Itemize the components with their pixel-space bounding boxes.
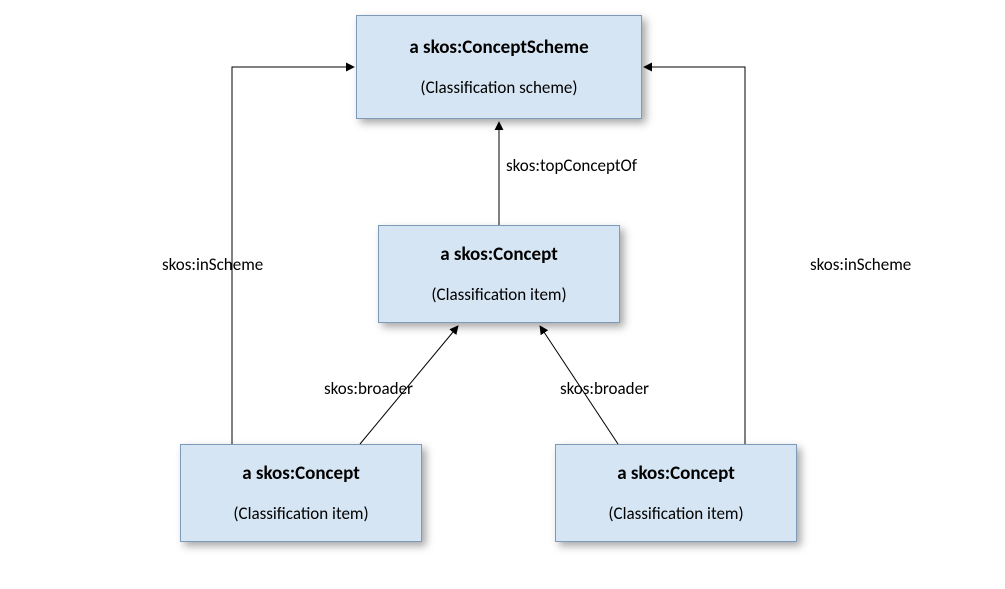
edge-label-topconceptof: skos:topConceptOf bbox=[506, 155, 637, 176]
node-title: a skos:ConceptScheme bbox=[409, 36, 588, 59]
edge-label-broader-left: skos:broader bbox=[324, 378, 413, 399]
node-concept-scheme: a skos:ConceptScheme (Classification sch… bbox=[356, 15, 642, 119]
edge-label-inscheme-right: skos:inScheme bbox=[810, 254, 911, 275]
node-concept-left: a skos:Concept (Classification item) bbox=[180, 444, 422, 542]
edge-inscheme-right bbox=[644, 67, 745, 444]
node-concept-right: a skos:Concept (Classification item) bbox=[555, 444, 797, 542]
node-subtitle: (Classification scheme) bbox=[420, 77, 577, 98]
edge-label-broader-right: skos:broader bbox=[560, 378, 649, 399]
node-subtitle: (Classification item) bbox=[233, 503, 368, 524]
node-subtitle: (Classification item) bbox=[431, 284, 566, 305]
node-title: a skos:Concept bbox=[440, 243, 558, 266]
edge-label-inscheme-left: skos:inScheme bbox=[162, 254, 263, 275]
node-subtitle: (Classification item) bbox=[608, 503, 743, 524]
node-concept-top: a skos:Concept (Classification item) bbox=[378, 225, 620, 323]
node-title: a skos:Concept bbox=[242, 462, 360, 485]
node-title: a skos:Concept bbox=[617, 462, 735, 485]
